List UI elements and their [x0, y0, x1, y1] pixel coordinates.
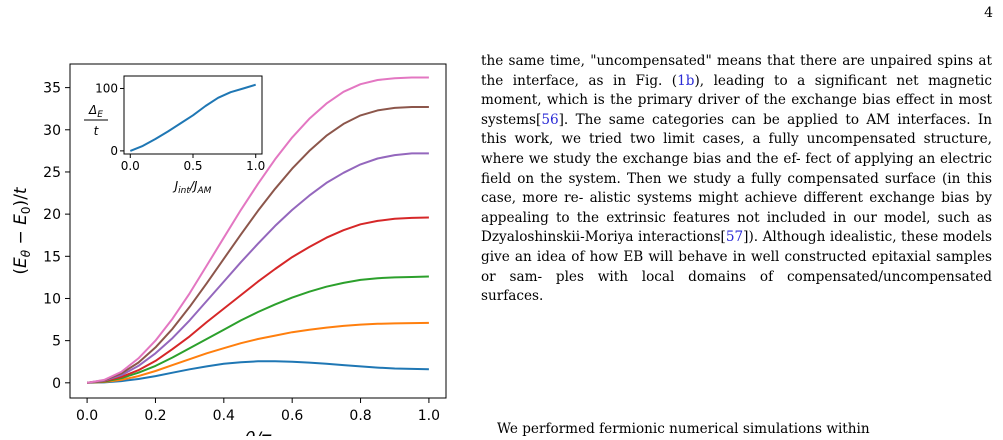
- series-line-5: [86, 152, 429, 384]
- inset-x-tick-label: 0.0: [121, 159, 140, 173]
- body-line: unpaired spins at the interface, as in F…: [481, 53, 992, 89]
- inset-y-axis-title: ΔE t: [84, 103, 108, 138]
- body-line: alistic systems might achieve different …: [589, 190, 992, 207]
- series-line-3: [87, 275, 429, 384]
- y-tick-label: 15: [43, 249, 61, 265]
- next-paragraph-start: We performed fermionic numerical simulat…: [497, 421, 870, 437]
- y-tick-label: 10: [43, 291, 61, 307]
- inset-y-tick-label: 100: [95, 81, 118, 95]
- citation-link-57[interactable]: 57: [725, 229, 744, 246]
- y-tick-label: 5: [52, 334, 61, 350]
- series-line-7: [86, 76, 429, 384]
- main-lines: [86, 76, 429, 384]
- y-tick-label: 30: [43, 123, 61, 139]
- main-plot-frame: [69, 63, 447, 399]
- x-tick-label: 0.6: [281, 408, 303, 424]
- y-tick-label: 20: [43, 207, 61, 223]
- inset-lines: [129, 83, 256, 152]
- series-line-1: [87, 360, 429, 384]
- main-plot: 0.0 0.2 0.4 0.6 0.8 1.0 0 5 10 15 20 25 30 35 θ/π (Eθ…: [11, 63, 447, 436]
- series-line-2: [87, 321, 429, 384]
- body-line: the same time, "uncompensated" means tha…: [481, 53, 865, 69]
- body-line: The same categories can be applied to AM…: [575, 111, 992, 128]
- body-line: this work, we tried two limit cases, a f…: [481, 131, 916, 148]
- body-line: will behave in well constructed epitaxia…: [481, 248, 993, 285]
- x-tick-label: 1.0: [418, 408, 440, 424]
- y-tick-label: 0: [52, 376, 61, 392]
- series-line-4: [87, 216, 429, 384]
- body-line: surfaces.: [481, 288, 544, 305]
- body-line: appealing to the extrinsic features not …: [481, 209, 877, 226]
- series-line-6: [86, 106, 429, 384]
- main-y-axis-title: (Eθ − E0)/t: [11, 186, 33, 275]
- citation-link-56[interactable]: 56: [541, 111, 559, 128]
- svg-text:t: t: [94, 124, 100, 138]
- inset-ticks: 0.0 0.5 1.0 0 100 ΔE t Jint/JAM: [84, 81, 265, 196]
- y-tick-label: 25: [43, 165, 61, 181]
- body-line: ].: [558, 111, 569, 128]
- page-number: 4: [984, 5, 993, 21]
- body-line: fect of applying an electric field on th…: [481, 150, 992, 187]
- body-line: study a fully compensated surface (in th…: [481, 170, 993, 207]
- x-tick-label: 0.2: [144, 408, 166, 424]
- inset-x-axis-title: Jint/JAM: [173, 179, 212, 196]
- main-x-axis-title: θ/π: [245, 429, 272, 436]
- x-tick-label: 0.4: [213, 408, 235, 424]
- body-line: ples with local domains of compensated/u…: [555, 268, 992, 285]
- energy-figure: 0.0 0.2 0.4 0.6 0.8 1.0 0 5 10 15 20 25 30 35 θ/π (Eθ…: [11, 63, 447, 436]
- figure-reference-link[interactable]: 1b: [677, 72, 695, 89]
- inset-series-line-1: [129, 83, 256, 152]
- body-line: structure, where we study the exchange b…: [481, 131, 992, 167]
- inset-y-tick-label: 0: [110, 144, 118, 158]
- body-line: driver of the exchange bias effect in mo…: [481, 92, 993, 128]
- body-line: Although idealistic, these models give a…: [481, 229, 992, 265]
- x-tick-label: 0.0: [76, 408, 98, 424]
- svg-text:ΔE: ΔE: [88, 103, 103, 120]
- inset-x-tick-label: 1.0: [246, 159, 265, 173]
- y-tick-label: 35: [43, 81, 61, 97]
- body-paragraph: the same time, "uncompensated" means tha…: [481, 52, 992, 307]
- body-line: ), leading to: [694, 72, 788, 89]
- inset-x-tick-label: 0.5: [183, 159, 202, 173]
- inset-plot: 0.0 0.5 1.0 0 100 ΔE t Jint/JAM: [84, 75, 265, 196]
- body-line: a significant net magnetic moment, which…: [481, 72, 992, 109]
- x-tick-label: 0.8: [349, 408, 371, 424]
- body-line: ]).: [743, 229, 759, 246]
- main-ticks: 0.0 0.2 0.4 0.6 0.8 1.0 0 5 10 15 20 25 30 35: [43, 81, 440, 424]
- body-line: model, such as Dzyaloshinskii-Moriya int…: [481, 209, 993, 246]
